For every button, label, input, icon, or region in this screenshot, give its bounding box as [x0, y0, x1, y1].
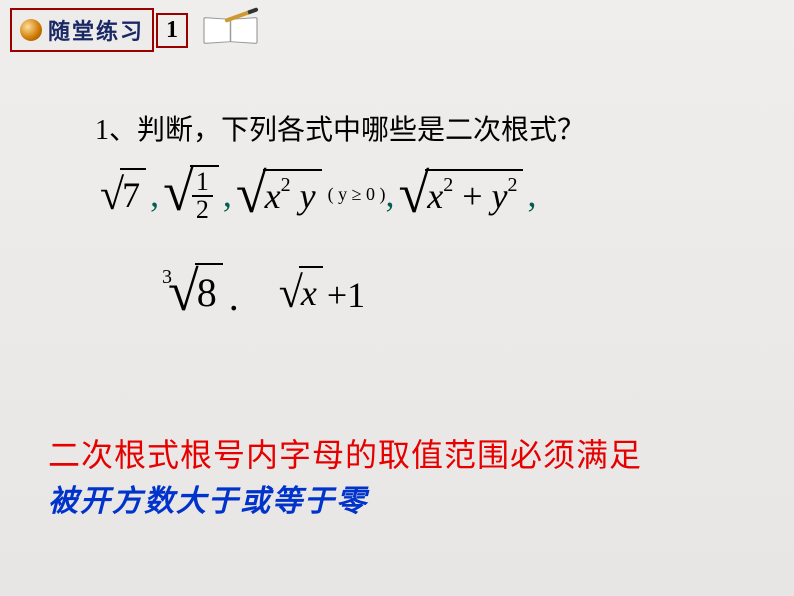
cube-root-8: 3 √8 . — [160, 260, 239, 324]
book-icon — [204, 13, 264, 48]
sqrt-half: √ 1 2 — [163, 160, 219, 229]
conclusion-line2: 被开方数大于或等于零 — [48, 476, 368, 520]
globe-icon — [20, 19, 42, 41]
math-expressions-row2: 3 √8 . √x+1 — [160, 260, 365, 324]
header-section: 随堂练习 1 — [10, 8, 264, 52]
math-expressions-row1: √7 , √ 1 2 , √ x2 y ( y ≥ 0 ) , √ x2 + y… — [100, 160, 540, 229]
question-text: 1、判断，下列各式中哪些是二次根式？ — [95, 108, 585, 148]
exercise-number: 1 — [156, 13, 188, 48]
sqrt-x2y: √ x2 y — [236, 162, 322, 226]
sqrt-7: √7 — [100, 169, 146, 220]
question-prefix: 1、 — [95, 115, 137, 146]
question-body: 判断，下列各式中哪些是二次根式？ — [137, 115, 585, 146]
comma-2: , — [223, 173, 232, 215]
condition-y: ( y ≥ 0 ) — [328, 184, 386, 205]
comma-4: , — [527, 173, 536, 215]
sqrt-x2-plus-y2: √ x2 + y2 — [398, 162, 523, 226]
sqrt-x-plus-1: √x+1 — [279, 267, 365, 318]
conclusion-line1: 二次根式根号内字母的取值范围必须满足 — [48, 430, 642, 476]
comma-1: , — [150, 173, 159, 215]
comma-3: , — [385, 173, 394, 215]
header-title: 随堂练习 — [48, 14, 144, 46]
title-box: 随堂练习 — [10, 8, 154, 52]
